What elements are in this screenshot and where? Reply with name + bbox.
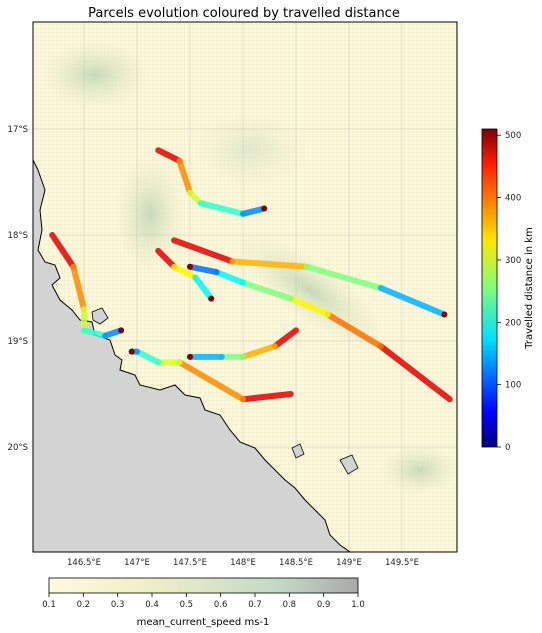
lon-tick-label: 146.5°E: [67, 558, 101, 568]
speed-colorbar-tick-label: 0.4: [145, 600, 159, 610]
chart-title: Parcels evolution coloured by travelled …: [88, 6, 400, 21]
track-segment: [70, 263, 87, 313]
land-mass: [33, 159, 351, 552]
colorbar-tick-label: 400: [505, 194, 521, 204]
lon-tick-label: 148°E: [230, 558, 256, 568]
lon-tick-label: 149.5°E: [385, 558, 419, 568]
track-segment: [240, 343, 278, 360]
track-segment: [192, 274, 215, 302]
track-segment: [171, 263, 199, 281]
speed-colorbar-tick-label: 0.3: [111, 600, 125, 610]
track-segment: [176, 359, 246, 403]
track-segment: [324, 311, 384, 350]
lat-tick-label: 19°S: [8, 337, 28, 347]
speed-colorbar-tick-label: 0.5: [180, 600, 194, 610]
track-segment: [155, 247, 178, 270]
speed-colorbar-tick-label: 0.2: [77, 600, 91, 610]
track-segment: [240, 391, 294, 403]
lon-tick-labels: 146.5°E 147°E 147.5°E 148°E 148.5°E 149°…: [67, 558, 419, 568]
colorbar-tick-label: 500: [505, 131, 521, 141]
lat-tick-labels: 17°S 18°S 19°S 20°S: [8, 125, 28, 453]
track-segment: [287, 295, 331, 318]
lat-tick-label: 17°S: [8, 125, 28, 135]
track-segment: [134, 348, 162, 366]
speed-colorbar-ticks: 0.1 0.2 0.3 0.4 0.5 0.6 0.7 0.8 0.9 1.0: [42, 593, 365, 610]
track-segment: [197, 200, 246, 217]
parcel-release-point: [187, 353, 193, 360]
lat-tick-label: 20°S: [8, 443, 28, 453]
speed-colorbar-gradient: [48, 577, 359, 594]
map-area: [33, 22, 457, 552]
parcel-release-point: [441, 311, 448, 318]
colorbar-tick-label: 0: [505, 443, 510, 453]
island: [339, 454, 359, 475]
lon-tick-label: 147.5°E: [173, 558, 207, 568]
speed-colorbar-tick-label: 0.7: [248, 600, 262, 610]
colorbar-tick-label: 200: [505, 318, 521, 328]
track-segment: [176, 157, 193, 196]
track-segment: [303, 263, 384, 291]
lon-tick-label: 149°E: [336, 558, 362, 568]
distance-colorbar: 0 100 200 300 400 500 Travelled distance in k…: [481, 128, 535, 453]
island: [291, 443, 305, 459]
track-segment: [377, 343, 453, 403]
track-segment: [271, 327, 299, 350]
map-frame: [32, 21, 458, 553]
speed-colorbar-label: mean_current_speed ms-1: [137, 617, 270, 628]
track-segment: [49, 232, 77, 270]
speed-colorbar-tick-label: 1.0: [351, 600, 365, 610]
particle-tracks: [49, 147, 453, 403]
speed-colorbar-tick-label: 0.1: [42, 600, 56, 610]
lon-tick-label: 148.5°E: [279, 558, 313, 568]
distance-colorbar-label: Travelled distance in km: [524, 227, 535, 350]
parcel-release-point: [118, 327, 125, 334]
speed-colorbar-tick-label: 0.8: [283, 600, 297, 610]
lon-tick-label: 147°E: [124, 558, 150, 568]
island: [91, 307, 109, 325]
parcel-release-point: [128, 348, 135, 355]
track-segment: [213, 269, 246, 286]
track-segment: [81, 327, 109, 339]
track-segment: [155, 147, 183, 164]
track-segment: [171, 237, 236, 265]
track-segment: [377, 285, 448, 318]
parcel-release-point: [208, 295, 215, 302]
track-segment: [187, 263, 220, 276]
distance-colorbar-gradient: [481, 128, 498, 448]
parcel-release-point: [187, 263, 193, 270]
distance-colorbar-ticks: 0 100 200 300 400 500: [497, 131, 521, 453]
parcel-release-point: [261, 205, 268, 212]
lat-tick-label: 18°S: [8, 231, 28, 241]
track-segment: [240, 279, 294, 302]
track-segment: [229, 258, 310, 270]
colorbar-tick-label: 300: [505, 256, 521, 266]
track-segment: [240, 205, 268, 217]
colorbar-tick-label: 100: [505, 381, 521, 391]
speed-colorbar-tick-label: 0.9: [317, 600, 331, 610]
speed-colorbar: 0.1 0.2 0.3 0.4 0.5 0.6 0.7 0.8 0.9 1.0 mean_curr…: [42, 577, 365, 628]
speed-colorbar-tick-label: 0.6: [214, 600, 228, 610]
